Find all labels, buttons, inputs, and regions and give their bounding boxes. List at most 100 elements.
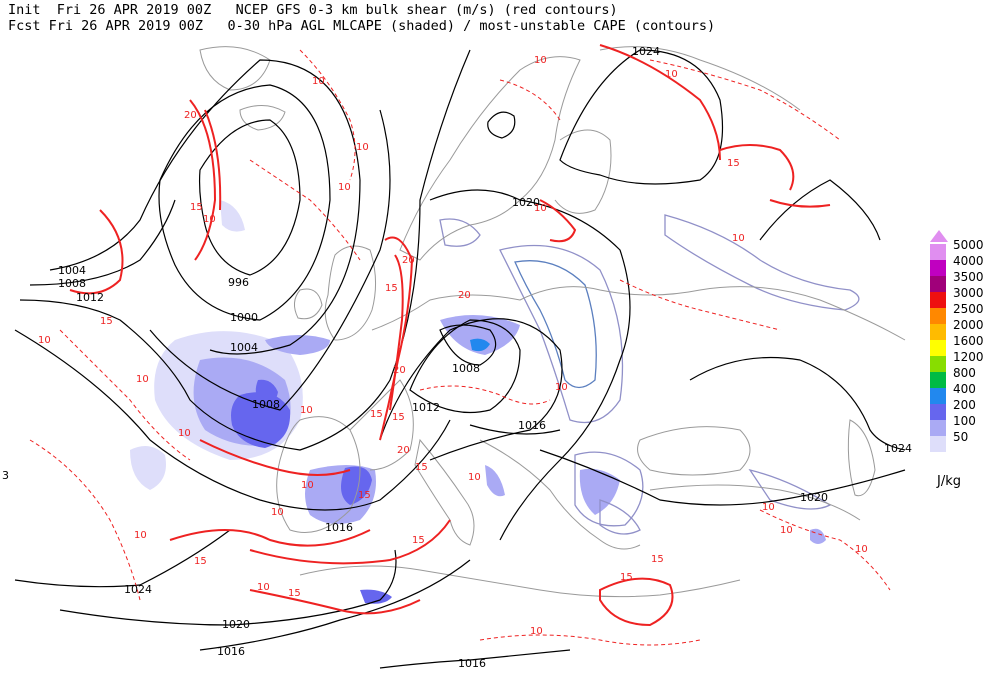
legend-swatch xyxy=(930,260,946,276)
isobar-1004 xyxy=(49,59,361,355)
shear-label: 15 xyxy=(194,556,207,567)
pressure-label: 1024 xyxy=(124,583,152,596)
pressure-label: 1012 xyxy=(76,291,104,304)
pressure-label: 1020 xyxy=(800,491,828,504)
shear-label: 20 xyxy=(184,110,197,121)
legend-swatch xyxy=(930,420,946,436)
legend-label: 4000 xyxy=(953,254,984,268)
shear-label: 10 xyxy=(312,76,325,87)
shear-15-med-east xyxy=(599,577,674,627)
coast-turkey xyxy=(649,484,861,521)
cape-area-biscay-n xyxy=(255,379,278,405)
coast-scandinavia xyxy=(399,56,581,261)
cape-area-atlantic xyxy=(130,446,166,490)
legend-label: 400 xyxy=(953,382,976,396)
shear-10-dashed-3 xyxy=(299,49,356,181)
legend-label: 800 xyxy=(953,366,976,380)
shear-label: 15 xyxy=(415,462,428,473)
coast-ireland xyxy=(294,288,323,320)
shear-label: 15 xyxy=(727,158,740,169)
shear-label: 10 xyxy=(38,335,51,346)
shear-label: 10 xyxy=(762,502,775,513)
pressure-label: 1008 xyxy=(252,398,280,411)
shear-label: 15 xyxy=(620,572,633,583)
pressure-label: 1004 xyxy=(58,264,86,277)
shear-label: 10 xyxy=(534,55,547,66)
cape-area-adriatic xyxy=(485,465,505,497)
shear-20-uk xyxy=(389,254,404,411)
fcst-line: Fcst Fri 26 APR 2019 00Z 0-30 hPa AGL ML… xyxy=(8,18,716,34)
shear-10-scandi xyxy=(539,199,577,243)
shear-15-uk xyxy=(379,236,414,441)
coast-black-sea xyxy=(637,426,751,476)
shear-label: 10 xyxy=(855,544,868,555)
shear-label: 10 xyxy=(555,382,568,393)
legend-swatch xyxy=(930,308,946,324)
shear-10-dashed-10 xyxy=(649,59,841,141)
shear-15-west xyxy=(69,209,124,295)
cape-contour-east-europe-inner xyxy=(514,260,597,389)
legend-swatch xyxy=(930,404,946,420)
pressure-label: 1012 xyxy=(412,401,440,414)
legend-swatch xyxy=(930,356,946,372)
coast-europe-main xyxy=(371,286,906,341)
legend-swatch xyxy=(930,324,946,340)
isobar-1020-s xyxy=(59,549,397,626)
cape-shading xyxy=(130,200,826,604)
shear-label: 10 xyxy=(356,142,369,153)
shear-15-med xyxy=(249,519,451,565)
cape-contour-anatolia xyxy=(748,468,832,510)
legend-label: 50 xyxy=(953,430,969,444)
isobar-1016-s xyxy=(199,559,471,651)
shear-10-dashed-2 xyxy=(249,159,361,261)
cape-contours xyxy=(439,214,860,535)
shear-label: 15 xyxy=(651,554,664,565)
cape-area-med-w-core xyxy=(341,466,372,505)
pressure-label: 1008 xyxy=(58,277,86,290)
legend-swatch xyxy=(930,388,946,404)
shear-label: 20 xyxy=(458,290,471,301)
shear-label: 10 xyxy=(301,480,314,491)
shear-label: 10 xyxy=(780,525,793,536)
isobar-1016-w xyxy=(14,329,451,511)
pressure-labels: 1024 1020 1004 1008 1012 996 1000 1004 1… xyxy=(2,45,912,670)
legend-swatch xyxy=(930,292,946,308)
coastlines xyxy=(199,46,906,598)
pressure-label: 1008 xyxy=(452,362,480,375)
init-line: Init Fri 26 APR 2019 00Z NCEP GFS 0-3 km… xyxy=(8,2,618,18)
shear-10-east xyxy=(769,199,831,208)
legend-label: 100 xyxy=(953,414,976,428)
shear-label: 15 xyxy=(370,409,383,420)
shear-label: 10 xyxy=(338,182,351,193)
legend-label: 3500 xyxy=(953,270,984,284)
pressure-label: 1016 xyxy=(518,419,546,432)
isobar-1016-c xyxy=(379,318,563,461)
shear-15-africa xyxy=(249,589,421,615)
legend-label: 2500 xyxy=(953,302,984,316)
shear-label: 20 xyxy=(402,255,415,266)
shear-label: 15 xyxy=(190,202,203,213)
shear-10-dashed-8 xyxy=(759,509,891,591)
pressure-label: 1004 xyxy=(230,341,258,354)
coast-uk xyxy=(324,245,376,341)
pressure-label: 1024 xyxy=(884,442,912,455)
legend-label: 2000 xyxy=(953,318,984,332)
cape-contour-scandinavia xyxy=(439,218,481,247)
shear-label: 10 xyxy=(134,530,147,541)
cape-contour-aegean xyxy=(599,499,641,535)
isobar-ring-scandinavia xyxy=(487,111,516,139)
coast-iberia xyxy=(276,416,361,533)
isobar-1024-far-e xyxy=(759,179,881,241)
pressure-label: 1020 xyxy=(512,196,540,209)
legend-label: 5000 xyxy=(953,238,984,252)
shear-label: 15 xyxy=(385,283,398,294)
isobar-1012-c xyxy=(409,319,521,414)
legend-swatch xyxy=(930,436,946,452)
legend-units: J/kg xyxy=(937,474,961,489)
shear-10-dashed-4 xyxy=(499,79,561,121)
shear-label: 10 xyxy=(468,472,481,483)
coast-russia-north xyxy=(599,46,801,111)
cape-area-tyrrh xyxy=(360,589,392,604)
cape-area-poland-core xyxy=(470,338,490,352)
shear-label: 15 xyxy=(288,588,301,599)
